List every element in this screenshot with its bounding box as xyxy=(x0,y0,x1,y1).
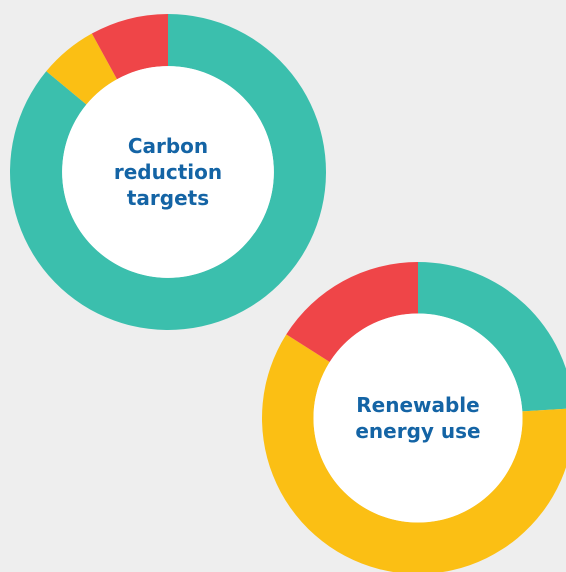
donut-slice xyxy=(262,334,566,572)
chart-title: Renewable energy use xyxy=(355,393,481,443)
donut-slice xyxy=(91,14,168,80)
chart-title: Carbon reduction targets xyxy=(113,134,223,210)
donut-slice xyxy=(418,262,566,412)
donut-slice xyxy=(286,262,418,362)
donut-hole xyxy=(62,66,274,278)
donut-slice xyxy=(9,14,326,330)
donut-hole xyxy=(313,313,523,523)
donut-slice xyxy=(46,33,118,105)
